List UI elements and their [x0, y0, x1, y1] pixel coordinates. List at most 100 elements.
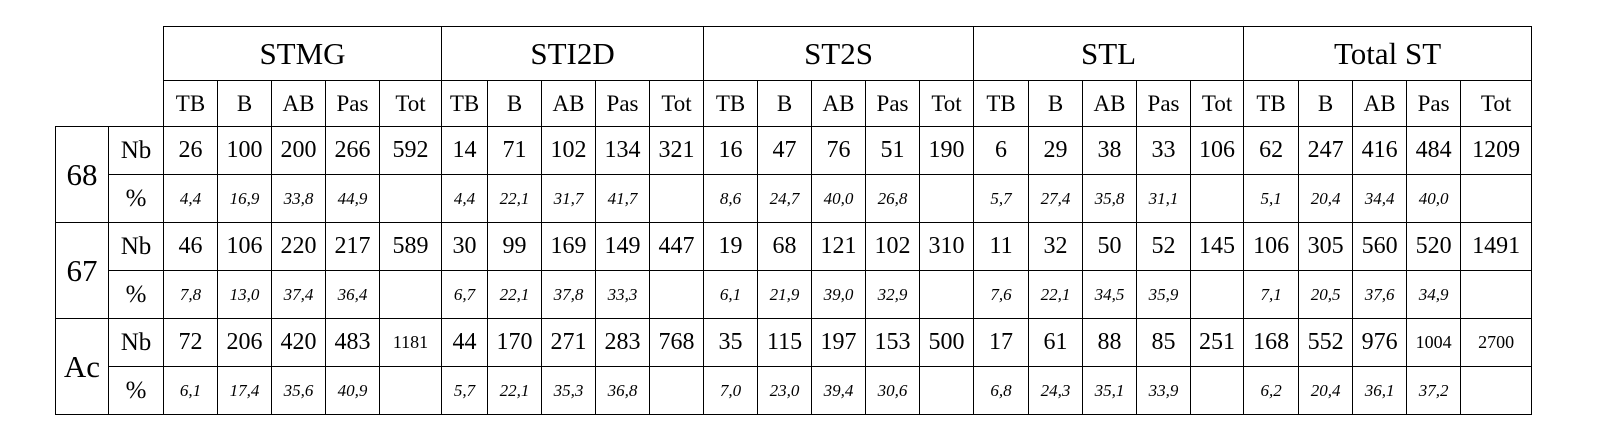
corner	[109, 81, 164, 127]
cell: 76	[811, 126, 867, 175]
cell: 21,9	[757, 270, 813, 319]
cell: 106	[1190, 126, 1245, 175]
cell: 88	[1082, 318, 1138, 367]
cell: 251	[1190, 318, 1245, 367]
cell: 7,6	[973, 270, 1030, 319]
subheader: TB	[1243, 80, 1300, 127]
cell: 483	[325, 318, 380, 367]
cell: 24,3	[1028, 366, 1084, 415]
cell: 20,4	[1298, 366, 1354, 415]
cell: 36,8	[595, 366, 651, 415]
empty-cell	[1190, 174, 1245, 223]
cell: 6,1	[703, 270, 759, 319]
cell: 34,9	[1406, 270, 1462, 319]
cell: 34,4	[1352, 174, 1408, 223]
data-row: % 6,1 17,4 35,6 40,9 5,7 22,1 35,3 36,8 7,0 23,0 39…	[56, 366, 1533, 415]
cell: 247	[1298, 126, 1354, 175]
cell: 283	[595, 318, 651, 367]
cell: 5,1	[1243, 174, 1300, 223]
cell: 16,9	[217, 174, 272, 223]
cell: 13,0	[217, 270, 272, 319]
cell: 115	[757, 318, 813, 367]
cell: 4,4	[163, 174, 218, 223]
empty-cell	[1460, 174, 1533, 223]
cell: 592	[378, 126, 443, 175]
cell: 4,4	[441, 174, 489, 223]
cell: 168	[1243, 318, 1300, 367]
cell: 22,1	[487, 174, 543, 223]
cell: 447	[649, 222, 705, 271]
cell: 31,1	[1136, 174, 1192, 223]
cell: 6	[973, 126, 1030, 175]
cell: 169	[541, 222, 597, 271]
subheader: Pas	[1136, 80, 1192, 127]
cell: 35,6	[271, 366, 326, 415]
cell: 145	[1190, 222, 1245, 271]
row-label: Nb	[108, 126, 164, 175]
cell: 26	[163, 126, 218, 175]
cell: 100	[217, 126, 272, 175]
subheader: Pas	[1406, 80, 1462, 127]
empty-cell	[1190, 366, 1245, 415]
cell: 47	[757, 126, 813, 175]
cell: 39,0	[811, 270, 867, 319]
cell: 1491	[1460, 222, 1533, 271]
subheader: AB	[1082, 80, 1138, 127]
subheader: B	[217, 80, 272, 127]
subheader: Pas	[865, 80, 921, 127]
subheader: Tot	[649, 80, 705, 127]
corner	[56, 27, 109, 81]
row-label: %	[108, 366, 164, 415]
cell: 61	[1028, 318, 1084, 367]
cell: 170	[487, 318, 543, 367]
cell: 20,4	[1298, 174, 1354, 223]
cell: 62	[1243, 126, 1300, 175]
cell: 200	[271, 126, 326, 175]
cell: 72	[163, 318, 218, 367]
results-table: STMG STI2D ST2S STL Total ST TB B AB Pas Tot TB B AB…	[55, 26, 1533, 415]
cell: 500	[919, 318, 975, 367]
data-row: Ac Nb 72 206 420 483 1181 44 170 271 283 768 35 115 19…	[55, 318, 1533, 415]
empty-cell	[378, 174, 443, 223]
cell: 5,7	[973, 174, 1030, 223]
cell: 33,9	[1136, 366, 1192, 415]
row-group-label: Ac	[55, 318, 109, 415]
cell: 1209	[1460, 126, 1533, 175]
cell: 22,1	[487, 366, 543, 415]
cell: 51	[865, 126, 921, 175]
cell: 560	[1352, 222, 1408, 271]
cell: 1181	[378, 318, 443, 367]
row-group-label: 68	[55, 126, 109, 223]
subheader: AB	[541, 80, 597, 127]
subheader: Tot	[1460, 80, 1533, 127]
subheader: AB	[1352, 80, 1408, 127]
cell: 6,1	[163, 366, 218, 415]
subheader: Pas	[325, 80, 380, 127]
cell: 40,9	[325, 366, 380, 415]
cell: 32	[1028, 222, 1084, 271]
subheader: B	[1028, 80, 1084, 127]
subheader: Tot	[919, 80, 975, 127]
subheader: TB	[441, 80, 489, 127]
cell: 39,4	[811, 366, 867, 415]
cell: 420	[271, 318, 326, 367]
cell: 36,1	[1352, 366, 1408, 415]
group-header-row: STMG STI2D ST2S STL Total ST	[56, 26, 1533, 81]
data-row: 68 Nb 26 100 200 266 592 14 71 102 134 321 16 47 76 51 1…	[55, 126, 1533, 223]
cell: 37,2	[1406, 366, 1462, 415]
empty-cell	[378, 366, 443, 415]
cell: 44,9	[325, 174, 380, 223]
cell: 37,4	[271, 270, 326, 319]
empty-cell	[1460, 270, 1533, 319]
cell: 17,4	[217, 366, 272, 415]
cell: 22,1	[1028, 270, 1084, 319]
group-header: STI2D	[441, 26, 705, 81]
row-label: %	[108, 270, 164, 319]
cell: 30,6	[865, 366, 921, 415]
cell: 552	[1298, 318, 1354, 367]
cell: 768	[649, 318, 705, 367]
cell: 520	[1406, 222, 1462, 271]
cell: 6,8	[973, 366, 1030, 415]
